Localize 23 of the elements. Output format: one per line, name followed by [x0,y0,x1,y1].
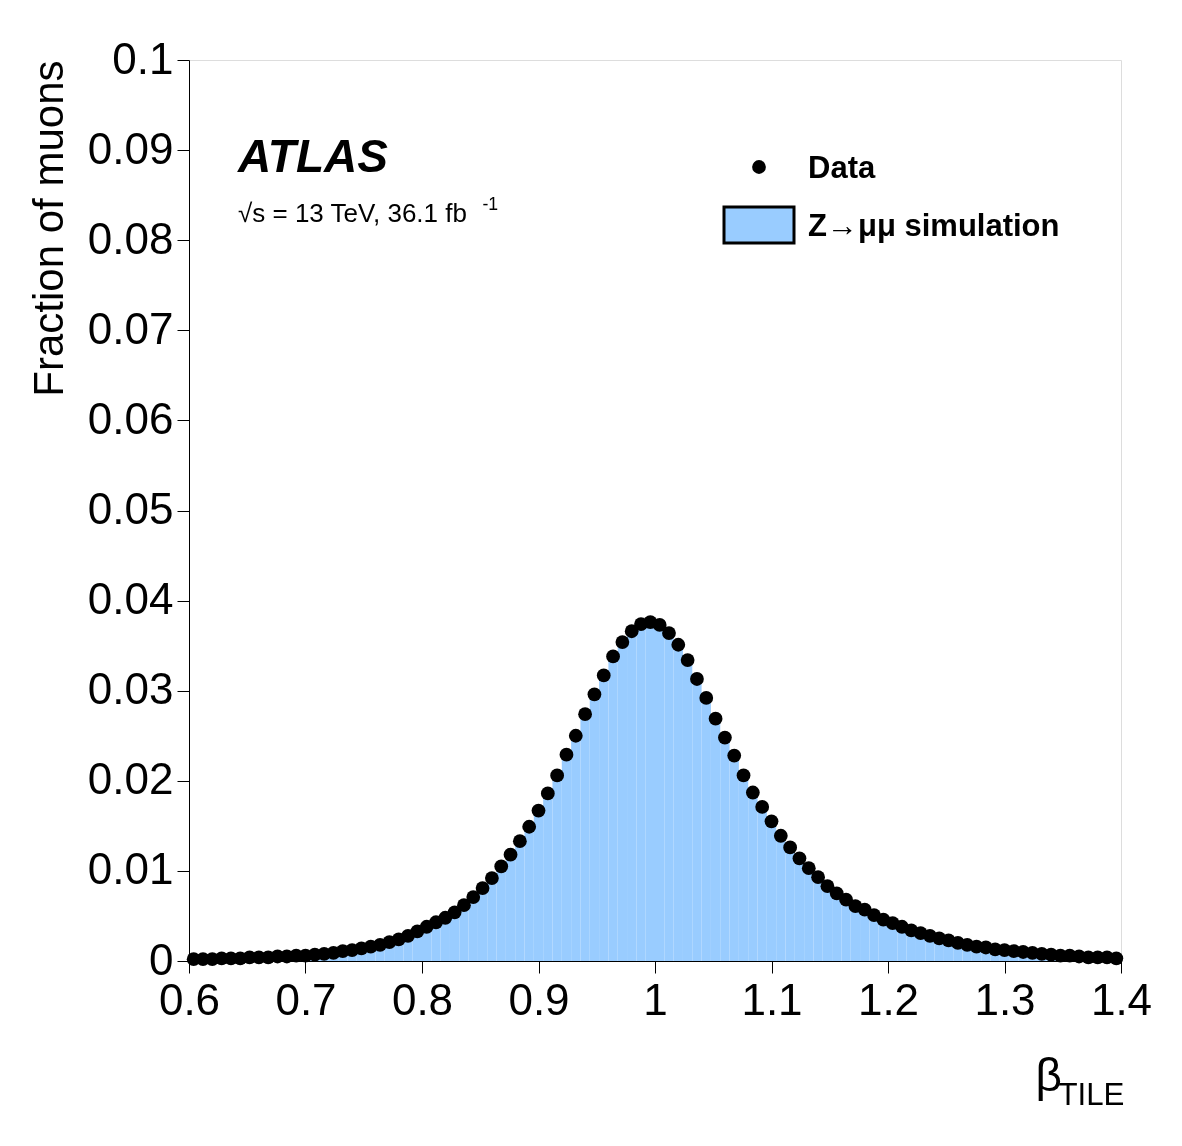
legend-label: Data [808,150,876,185]
y-tick-label: 0.07 [87,303,174,353]
y-tick-label: 0.03 [87,664,174,714]
y-tick-label: 0.02 [87,754,174,804]
x-tick-label: 1.4 [1090,974,1153,1024]
x-tick-label: 0.9 [508,974,570,1024]
x-tick-label: 1.3 [974,974,1036,1024]
legend-label: Z→μμ simulation [808,208,1060,243]
x-tick-label: 1 [643,974,668,1024]
y-tick-label: 0.09 [87,123,174,173]
x-tick-label: 1.2 [857,974,920,1024]
y-tick-label: 0.01 [87,844,174,894]
annotation: ATLAS [237,130,389,182]
x-tick-label: 1.1 [741,974,803,1024]
y-tick-label: 0.08 [87,213,174,263]
x-tick-label: 0.7 [275,974,337,1024]
y-tick-label: 0.1 [112,33,174,83]
y-tick-label: 0.05 [87,484,174,533]
annotation: √s = 13 TeV, 36.1 fb-1 [238,194,499,228]
x-tick-label: 0.8 [391,974,454,1024]
y-axis-title: Fraction of muons [24,60,72,397]
y-tick-label: 0.04 [87,574,174,624]
y-tick-label: 0.06 [87,393,174,443]
